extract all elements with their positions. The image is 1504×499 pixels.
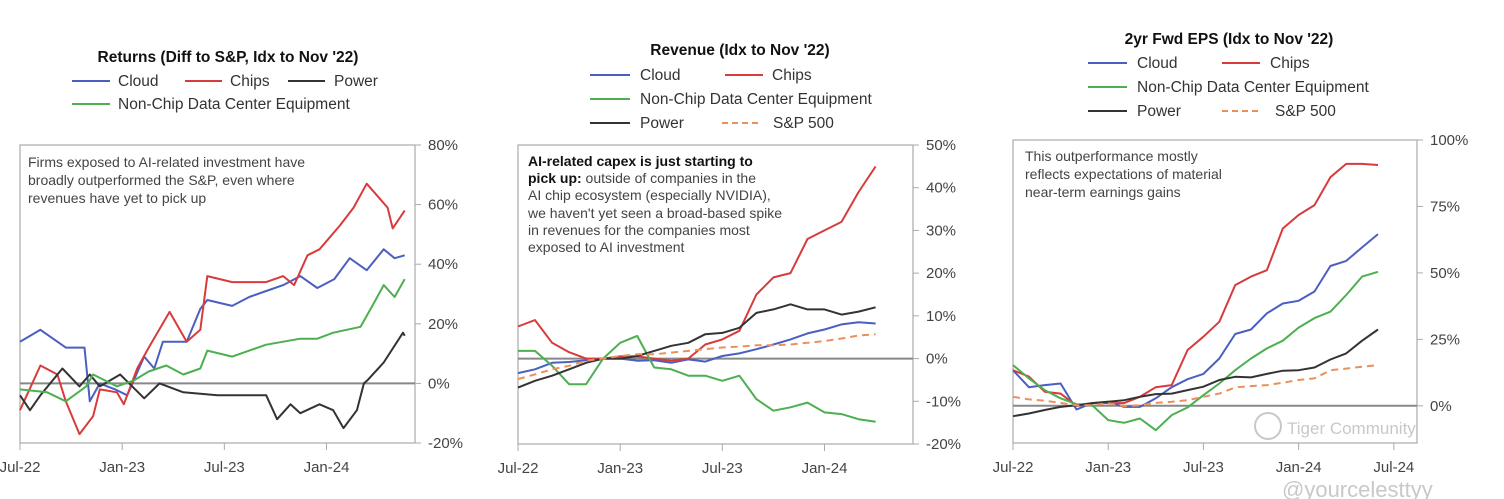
tiger-logo-icon (1254, 412, 1282, 440)
legend-label-chips: Chips (1270, 55, 1310, 72)
series-line-power (517, 303, 876, 389)
y-tick-label: 0% (428, 375, 450, 392)
series-line-chips (19, 182, 406, 436)
x-tick-label: Jul-22 (498, 460, 539, 477)
annotation-line: AI-related capex is just starting to (528, 153, 753, 169)
y-tick-label: -20% (428, 435, 463, 452)
x-tick-label: Jul-22 (993, 459, 1034, 476)
y-tick-label: 60% (428, 197, 458, 214)
legend-label-sp500: S&P 500 (1275, 103, 1336, 120)
series-line-s-p-500 (1012, 364, 1379, 408)
y-tick-label: 50% (1430, 265, 1460, 282)
plot-frame (1012, 139, 1418, 444)
y-tick-label: -10% (926, 393, 961, 410)
watermark-community: Tiger Community (1287, 419, 1416, 438)
revenue-chart: Revenue (Idx to Nov '22) Cloud Chips Non… (527, 42, 872, 255)
x-tick-label: Jul-23 (702, 460, 743, 477)
annotation-line: This outperformance mostly (1025, 148, 1198, 164)
plot-area: 100% 75% 50% 25% 0% Jul-22 Jan-23 Jul-23 Jan-24 J… (993, 132, 1469, 476)
legend-label-nonchip: Non-Chip Data Center Equipment (118, 96, 350, 113)
x-tick-label: Jan-23 (597, 460, 643, 477)
y-tick-label: 20% (926, 265, 956, 282)
plot-frame (19, 144, 416, 444)
legend-label-chips: Chips (230, 73, 270, 90)
chart-title: Revenue (Idx to Nov '22) (650, 42, 829, 59)
annotation-text: outside of companies in the (582, 170, 757, 186)
x-tick-label: Jul-24 (1373, 459, 1414, 476)
annotation-line: exposed to AI investment (528, 239, 685, 255)
series-line-cloud (517, 321, 876, 375)
y-tick-label: 50% (926, 137, 956, 154)
annotation-line: AI chip ecosystem (especially NVIDIA), (528, 187, 771, 203)
x-tick-label: Jan-24 (1276, 459, 1322, 476)
legend-label-nonchip: Non-Chip Data Center Equipment (640, 91, 872, 108)
legend-label-sp500: S&P 500 (773, 115, 834, 132)
y-tick-label: 30% (926, 222, 956, 239)
annotation-line: pick up: outside of companies in the (528, 170, 756, 186)
legend: Cloud Chips Non-Chip Data Center Equipme… (590, 67, 872, 132)
x-tick-label: Jul-22 (0, 459, 40, 476)
series-line-power (19, 331, 406, 430)
plot-areas: 80% 60% 40% 20% 0% -20% Jul-22 Jan-23 Jul-23 Jan-… (0, 132, 1468, 477)
legend: Cloud Chips Non-Chip Data Center Equipme… (1088, 55, 1369, 120)
y-tick-label: 0% (1430, 398, 1452, 415)
plot-area: 50% 40% 30% 20% 10% 0% -10% -20% Jul-22 Jan-23 Jul… (498, 137, 961, 477)
legend-label-power: Power (640, 115, 684, 132)
annotation-line: we haven't yet seen a broad-based spike (527, 205, 782, 221)
series-line-non-chip-data-center-equipment (19, 278, 406, 403)
y-tick-label: 10% (926, 308, 956, 325)
series-line-chips (517, 165, 877, 362)
x-tick-label: Jan-23 (1085, 459, 1131, 476)
annotation-line: revenues have yet to pick up (28, 190, 206, 206)
annotation-line: reflects expectations of material (1025, 166, 1222, 182)
annotation: Firms exposed to AI-related investment h… (28, 154, 305, 206)
x-tick-label: Jul-23 (1183, 459, 1224, 476)
legend-label-power: Power (334, 73, 378, 90)
y-tick-label: 0% (926, 351, 948, 368)
series-line-non-chip-data-center-equipment (518, 334, 876, 423)
legend-label-nonchip: Non-Chip Data Center Equipment (1137, 79, 1369, 96)
watermark: Tiger Community @yourcelesttyy (1254, 412, 1433, 499)
series-line-cloud (19, 248, 405, 403)
watermark-handle: @yourcelesttyy (1282, 477, 1433, 499)
plot-area: 80% 60% 40% 20% 0% -20% Jul-22 Jan-23 Jul-23 Jan-… (0, 137, 463, 476)
annotation-line: in revenues for the companies most (528, 222, 750, 238)
annotation: AI-related capex is just starting to pic… (527, 153, 782, 255)
returns-chart: Returns (Diff to S&P, Idx to Nov '22) Cl… (28, 49, 378, 206)
annotation-line: near-term earnings gains (1025, 184, 1181, 200)
legend-label-cloud: Cloud (1137, 55, 1178, 72)
series-line-cloud (1012, 233, 1379, 411)
annotation-line: Firms exposed to AI-related investment h… (28, 154, 305, 170)
y-tick-label: 100% (1430, 132, 1468, 149)
x-tick-label: Jul-23 (204, 459, 245, 476)
x-tick-label: Jan-24 (802, 460, 848, 477)
y-tick-label: 75% (1430, 198, 1460, 215)
y-tick-label: 40% (428, 256, 458, 273)
annotation-bold: pick up: (528, 170, 582, 186)
legend-label-cloud: Cloud (640, 67, 681, 84)
y-tick-label: -20% (926, 436, 961, 453)
series-line-chips (1012, 162, 1379, 407)
series-line-s-p-500 (517, 333, 876, 381)
legend: Cloud Chips Power Non-Chip Data Center E… (72, 73, 378, 113)
y-tick-label: 25% (1430, 331, 1460, 348)
legend-label-power: Power (1137, 103, 1181, 120)
eps-chart: 2yr Fwd EPS (Idx to Nov '22) Cloud Chips… (1025, 31, 1369, 200)
legend-label-chips: Chips (772, 67, 812, 84)
chart-title: 2yr Fwd EPS (Idx to Nov '22) (1125, 31, 1334, 48)
chart-title: Returns (Diff to S&P, Idx to Nov '22) (98, 49, 359, 66)
annotation: This outperformance mostly reflects expe… (1025, 148, 1222, 200)
series-line-non-chip-data-center-equipment (1012, 270, 1379, 432)
plot-frame (517, 144, 914, 445)
y-tick-label: 40% (926, 180, 956, 197)
y-tick-label: 80% (428, 137, 458, 154)
x-tick-label: Jan-24 (304, 459, 350, 476)
legend-label-cloud: Cloud (118, 73, 159, 90)
x-tick-label: Jan-23 (99, 459, 145, 476)
y-tick-label: 20% (428, 316, 458, 333)
annotation-line: broadly outperformed the S&P, even where (28, 172, 295, 188)
